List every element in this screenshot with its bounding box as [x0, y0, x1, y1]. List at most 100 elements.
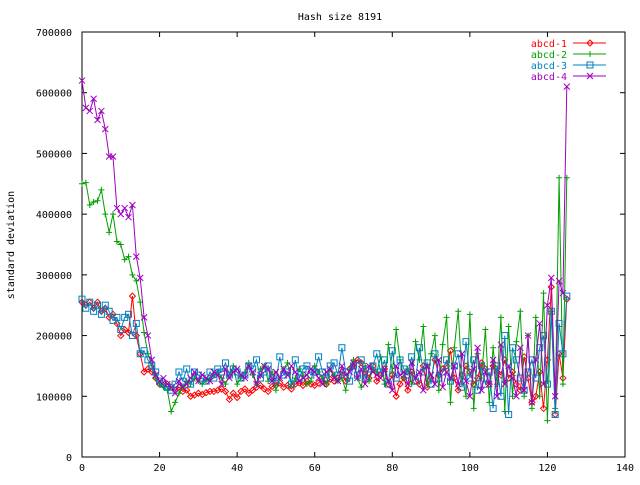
data-point	[90, 307, 98, 315]
data-point	[353, 356, 362, 364]
y-tick-label: 600000	[36, 89, 72, 100]
data-point	[144, 365, 152, 373]
data-point	[450, 362, 458, 370]
data-point	[408, 353, 416, 361]
y-tick-label: 700000	[36, 28, 72, 39]
data-point	[311, 368, 319, 376]
data-point	[113, 313, 121, 321]
data-point	[117, 331, 125, 340]
data-point	[194, 389, 203, 397]
data-point	[369, 368, 377, 376]
data-point	[175, 368, 183, 376]
data-point	[455, 308, 462, 315]
data-point	[532, 314, 539, 321]
data-point	[229, 368, 237, 376]
legend-marker	[586, 61, 594, 69]
data-point	[334, 371, 342, 379]
data-point	[497, 314, 504, 321]
data-point	[536, 393, 543, 400]
data-point	[462, 377, 470, 385]
data-point	[117, 210, 125, 218]
data-point	[129, 201, 136, 209]
x-tick-label: 20	[154, 463, 166, 474]
data-point	[489, 404, 497, 412]
data-point	[396, 380, 404, 388]
y-tick-label: 100000	[36, 392, 72, 403]
data-point	[470, 365, 478, 373]
data-point	[101, 301, 109, 309]
data-point	[82, 179, 89, 186]
legend-label: abcd-1	[531, 39, 567, 50]
data-point	[222, 365, 229, 373]
data-point	[129, 271, 136, 278]
data-point	[388, 371, 396, 379]
data-point	[497, 392, 505, 400]
data-point	[186, 392, 195, 400]
data-point	[532, 374, 540, 382]
data-point	[412, 338, 419, 345]
data-point	[497, 341, 505, 349]
data-point	[373, 371, 381, 379]
y-tick-label: 400000	[36, 210, 72, 221]
data-point	[295, 379, 303, 387]
data-point	[307, 365, 315, 373]
data-point	[358, 384, 365, 391]
data-point	[260, 362, 268, 370]
data-point	[144, 332, 152, 339]
data-point	[260, 385, 269, 393]
data-point	[517, 308, 524, 315]
chart-title: Hash size 8191	[298, 12, 382, 23]
data-point	[90, 95, 97, 103]
data-point	[357, 365, 365, 373]
data-point	[551, 411, 559, 418]
data-point	[423, 383, 431, 391]
data-point	[210, 368, 218, 376]
data-point	[323, 381, 330, 388]
data-point	[191, 368, 198, 376]
data-point	[501, 332, 509, 340]
data-point	[217, 385, 226, 393]
data-point	[439, 368, 447, 376]
data-point	[272, 387, 279, 394]
data-point	[202, 388, 210, 397]
data-point	[431, 350, 439, 358]
data-point	[198, 371, 206, 379]
data-point	[222, 359, 230, 367]
data-point	[470, 356, 478, 364]
data-point	[524, 332, 532, 339]
data-point	[474, 386, 482, 394]
data-point	[428, 350, 435, 357]
data-point	[509, 374, 516, 382]
data-point	[276, 353, 284, 361]
data-point	[454, 350, 462, 358]
data-point	[136, 274, 144, 282]
data-point	[148, 356, 156, 364]
data-point	[485, 380, 493, 388]
data-point	[284, 359, 291, 366]
data-point	[392, 362, 400, 370]
data-point	[241, 385, 249, 393]
data-point	[156, 377, 163, 385]
data-point	[124, 328, 133, 337]
data-point	[361, 374, 369, 382]
data-point	[98, 107, 105, 115]
x-tick-label: 60	[309, 463, 321, 474]
data-point	[229, 389, 237, 397]
data-point	[152, 371, 160, 379]
data-point	[202, 374, 210, 382]
data-point	[253, 356, 261, 364]
data-point	[493, 392, 501, 400]
data-point	[334, 377, 342, 385]
data-point	[396, 356, 404, 364]
legend-marker	[587, 51, 593, 57]
data-point	[78, 298, 86, 306]
x-tick-label: 80	[386, 463, 398, 474]
data-point	[423, 362, 431, 370]
data-point	[559, 289, 567, 297]
data-point	[447, 399, 454, 406]
data-point	[431, 380, 439, 388]
data-point	[101, 304, 109, 312]
legend-marker	[586, 72, 594, 80]
data-point	[303, 371, 311, 379]
data-point	[392, 392, 400, 400]
